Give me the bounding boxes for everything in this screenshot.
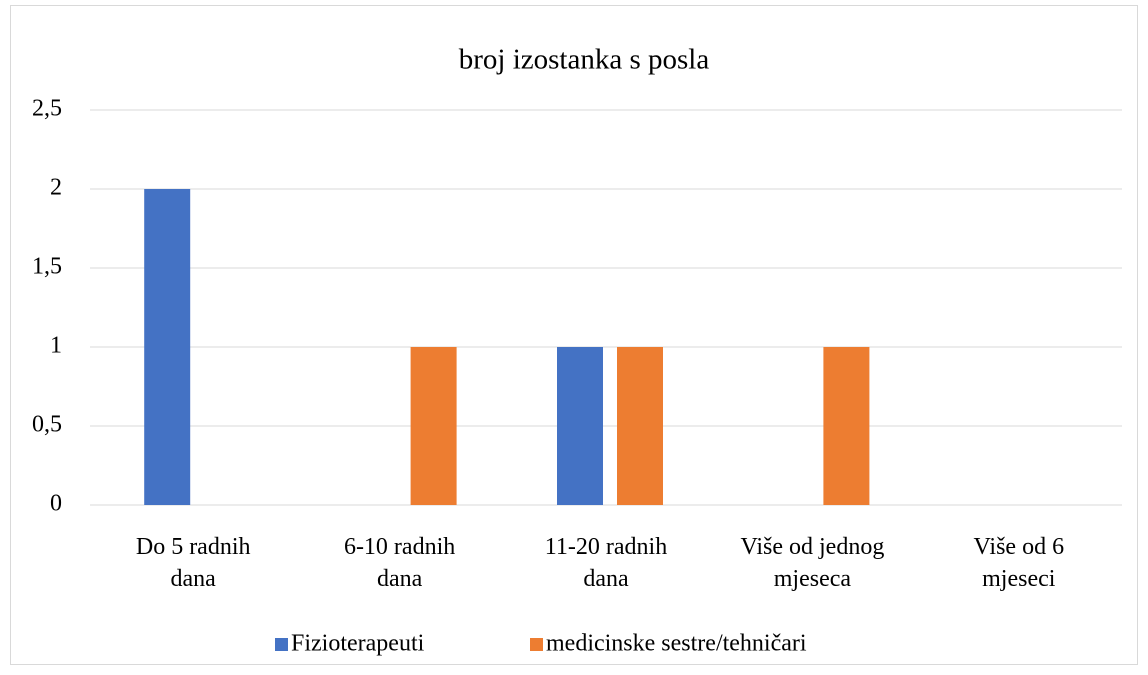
bar: [823, 347, 870, 505]
legend-swatch: [275, 638, 288, 651]
y-tick-label: 0: [50, 491, 62, 517]
legend-label: Fizioterapeuti: [291, 631, 425, 657]
bar: [617, 347, 663, 505]
bar: [410, 347, 457, 505]
bar: [557, 347, 603, 505]
y-tick-label: 2: [50, 175, 62, 201]
legend-swatch: [530, 638, 543, 651]
y-tick-label: 1: [50, 333, 62, 359]
y-tick-label: 0,5: [32, 412, 62, 438]
y-tick-label: 2,5: [32, 96, 62, 122]
chart-title: broj izostanka s posla: [459, 44, 710, 76]
bar: [144, 189, 191, 505]
y-tick-label: 1,5: [32, 254, 62, 280]
x-tick-label: 11-20 radnih dana: [545, 534, 667, 592]
chart-frame: [10, 5, 1138, 665]
x-tick-label: Više od jednog mjeseca: [740, 534, 884, 592]
x-tick-label: 6-10 radnih dana: [344, 534, 455, 592]
legend-label: medicinske sestre/tehničari: [546, 631, 807, 657]
x-tick-label: Više od 6 mjeseci: [974, 534, 1065, 592]
x-tick-label: Do 5 radnih dana: [136, 534, 251, 592]
